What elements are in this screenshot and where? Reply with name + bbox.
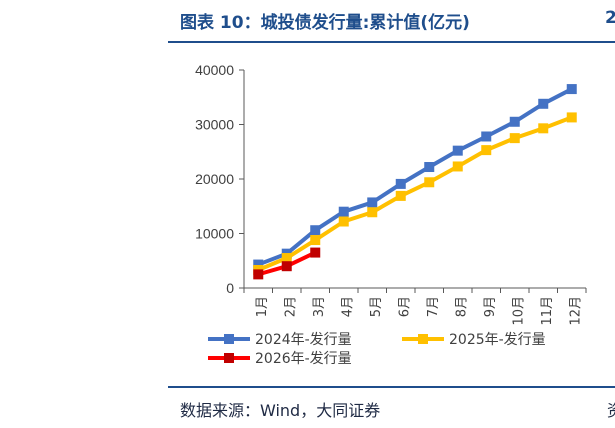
series-0 (253, 84, 577, 270)
legend-item-0: 2024年-发行量 (208, 332, 352, 348)
data-point (509, 133, 520, 144)
source-rule (168, 386, 615, 388)
data-point (424, 177, 435, 188)
data-point (367, 207, 378, 218)
line-chart: 0 10000 20000 30000 40000 1月 2月 3月 4月 5月 6月 7月 8月 9月 1… (195, 62, 587, 367)
data-point (452, 145, 463, 156)
data-point (566, 84, 577, 95)
x-tick-label: 7月 (426, 296, 441, 317)
series-2 (253, 247, 321, 280)
data-point (509, 116, 520, 127)
title-rule (168, 41, 615, 43)
source-note: 数据来源：Wind，大同证券 (180, 401, 381, 420)
x-tick-label: 12月 (568, 296, 583, 326)
data-point (310, 235, 321, 246)
legend-item-1: 2025年-发行量 (402, 332, 546, 348)
x-tick-label: 5月 (369, 296, 384, 317)
series-line (257, 115, 573, 272)
data-point (253, 269, 264, 280)
data-point (367, 197, 378, 208)
data-point (538, 98, 549, 109)
x-tick-label: 1月 (255, 296, 270, 317)
legend-label: 2024年-发行量 (255, 332, 352, 348)
y-tick-label: 30000 (195, 117, 234, 133)
x-tick-label: 8月 (454, 296, 469, 317)
data-point (566, 112, 577, 123)
clipped-title-fragment: 2 (605, 8, 615, 28)
chart-axes: 0 10000 20000 30000 40000 1月 2月 3月 4月 5月 6月 7月 8月 9月 1… (195, 62, 587, 326)
legend-swatch-marker (224, 353, 234, 363)
data-point (281, 261, 292, 272)
data-point (481, 131, 492, 142)
data-point (452, 161, 463, 172)
legend-label: 2025年-发行量 (449, 332, 546, 348)
x-tick-label: 9月 (483, 296, 498, 317)
y-tick-label: 20000 (195, 171, 234, 187)
data-point (310, 225, 321, 236)
data-point (481, 145, 492, 156)
legend-swatch-marker (224, 334, 234, 344)
chart-legend: 2024年-发行量 2025年-发行量 2026年-发行量 (208, 332, 546, 367)
x-tick-label: 6月 (397, 296, 412, 317)
legend-swatch-marker (418, 334, 428, 344)
chart-series-layer (253, 84, 577, 280)
series-line (257, 87, 573, 267)
legend-item-2: 2026年-发行量 (208, 351, 352, 367)
y-tick-label: 40000 (195, 62, 234, 78)
x-tick-label: 11月 (540, 296, 555, 326)
x-tick-label: 4月 (340, 296, 355, 317)
x-tick-label: 2月 (283, 296, 298, 317)
data-point (338, 216, 349, 227)
data-point (395, 178, 406, 189)
clipped-source-fragment: 资 (607, 397, 615, 421)
chart-title: 图表 10：城投债发行量:累计值(亿元) (180, 13, 470, 33)
data-point (538, 123, 549, 134)
data-point (281, 253, 292, 264)
legend-label: 2026年-发行量 (255, 351, 352, 367)
y-tick-label: 0 (226, 280, 234, 296)
x-tick-label: 3月 (312, 296, 327, 317)
y-tick-label: 10000 (195, 226, 234, 242)
data-point (424, 162, 435, 173)
series-1 (253, 112, 577, 276)
x-tick-label: 10月 (511, 296, 526, 326)
data-point (338, 206, 349, 217)
data-point (310, 247, 321, 258)
data-point (395, 190, 406, 201)
